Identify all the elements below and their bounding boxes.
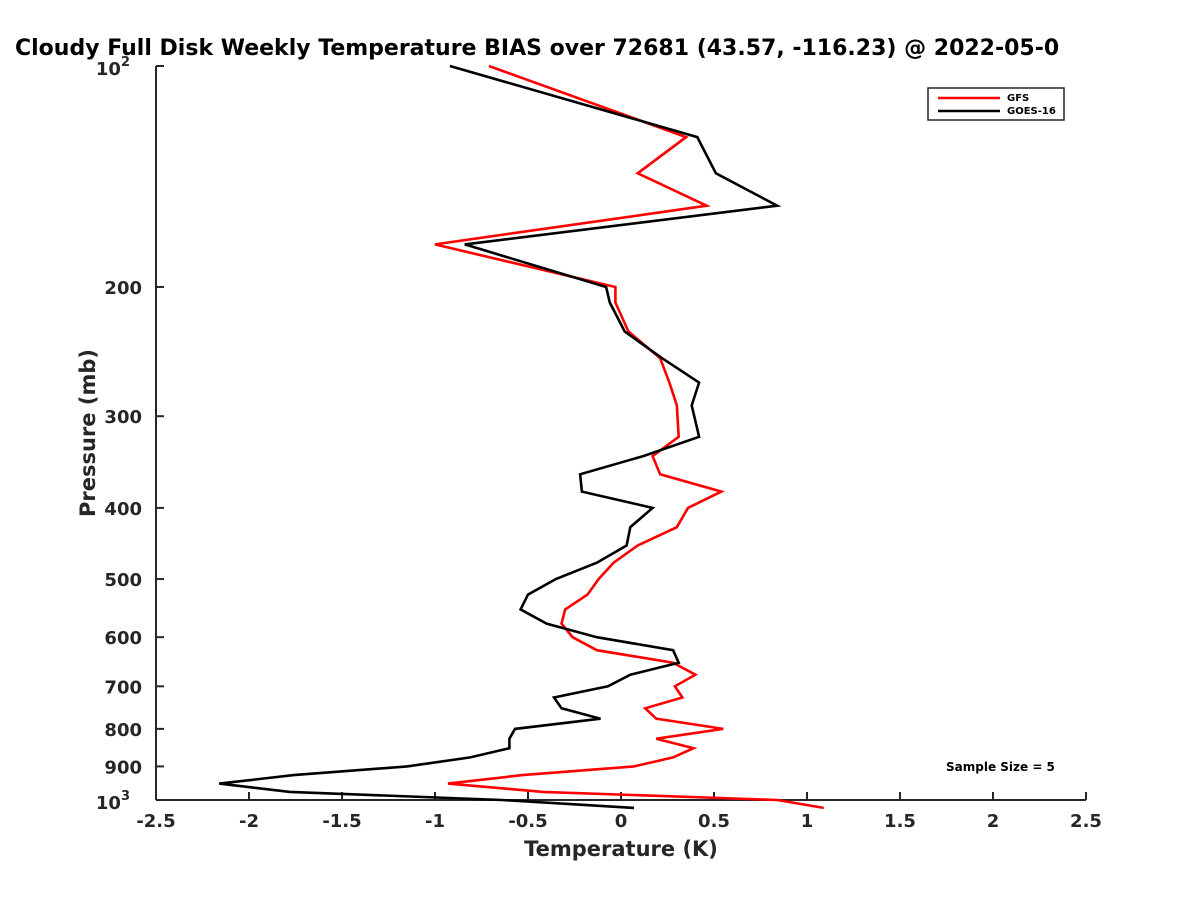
x-ticks: -2.5 -2 -1.5 -1 -0.5 0 0.5 1 1.5 2 2.5 bbox=[136, 792, 1102, 832]
y-tick-label: 400 bbox=[104, 499, 142, 520]
x-tick-label: -2 bbox=[239, 811, 259, 832]
x-tick-label: 0.5 bbox=[698, 811, 730, 832]
series-lines bbox=[219, 64, 824, 810]
legend-box bbox=[927, 87, 1065, 121]
y-tick-exponent: 2 bbox=[121, 55, 130, 70]
series-line-gfs bbox=[434, 64, 824, 810]
y-tick-label: 800 bbox=[104, 720, 142, 741]
x-tick-label: 2.5 bbox=[1070, 811, 1102, 832]
x-tick-label: 1 bbox=[801, 811, 814, 832]
y-tick-label: 600 bbox=[104, 628, 142, 649]
plot-area: -2.5 -2 -1.5 -1 -0.5 0 0.5 1 1.5 2 2.5 10220030040… bbox=[96, 55, 1102, 832]
series-line-goes-16 bbox=[219, 64, 782, 810]
y-axis-label: Pressure (mb) bbox=[76, 349, 100, 517]
y-tick-label: 200 bbox=[104, 278, 142, 299]
y-tick-label: 300 bbox=[104, 407, 142, 428]
y-tick-label: 102 bbox=[96, 55, 130, 80]
y-tick-base: 10 bbox=[96, 59, 121, 80]
y-tick-base: 10 bbox=[96, 793, 121, 814]
legend-label-gfs: GFS bbox=[1007, 93, 1029, 104]
x-tick-label: -1.5 bbox=[322, 811, 361, 832]
legend-label-goes-16: GOES-16 bbox=[1007, 106, 1056, 117]
y-tick-label: 700 bbox=[104, 677, 142, 698]
y-tick-label: 900 bbox=[104, 757, 142, 778]
x-tick-label: 2 bbox=[987, 811, 1000, 832]
y-tick-label: 103 bbox=[96, 789, 130, 814]
y-tick-label: 500 bbox=[104, 570, 142, 591]
x-tick-label: -1 bbox=[425, 811, 445, 832]
chart-title: Cloudy Full Disk Weekly Temperature BIAS… bbox=[15, 36, 1059, 61]
legend: GFS GOES-16 bbox=[927, 87, 1065, 121]
y-tick-exponent: 3 bbox=[121, 789, 130, 804]
x-tick-label: -0.5 bbox=[508, 811, 547, 832]
x-tick-label: -2.5 bbox=[136, 811, 175, 832]
x-axis-label: Temperature (K) bbox=[524, 837, 718, 861]
x-tick-label: 1.5 bbox=[884, 811, 916, 832]
x-tick-label: 0 bbox=[615, 811, 628, 832]
sample-size-annotation: Sample Size = 5 bbox=[946, 760, 1055, 774]
